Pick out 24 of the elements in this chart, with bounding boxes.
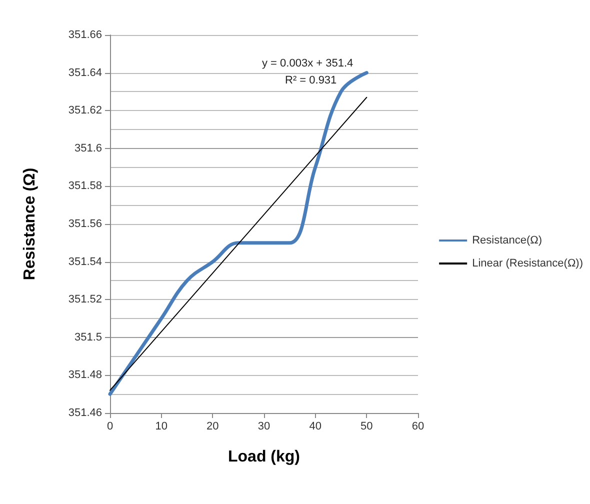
x-tick-label: 30 (258, 420, 270, 432)
y-tick-label: 351.6 (74, 142, 102, 154)
x-tick-label: 20 (206, 420, 219, 432)
y-tick-label: 351.52 (68, 294, 102, 306)
x-tick-label: 60 (412, 420, 424, 432)
y-tick-label: 351.62 (68, 104, 102, 117)
annotation: y = 0.003x + 351.4 (262, 58, 354, 70)
annotation: R² = 0.931 (285, 74, 337, 86)
x-axis-title: Load (kg) (228, 448, 300, 466)
x-tick-label: 10 (155, 420, 168, 432)
y-tick-label: 351.5 (74, 331, 102, 344)
y-axis-title: Resistance (Ω) (22, 168, 38, 280)
x-tick-label: 40 (309, 420, 322, 432)
y-tick-label: 351.64 (68, 66, 102, 79)
x-tick-label: 50 (360, 420, 373, 432)
y-tick-label: 351.66 (68, 29, 102, 41)
y-tick-label: 351.58 (68, 180, 102, 192)
y-tick-label: 351.46 (68, 407, 102, 419)
legend-label: Linear (Resistance(Ω)) (472, 258, 584, 270)
y-tick-label: 351.54 (68, 256, 102, 268)
y-tick-label: 351.48 (68, 369, 102, 382)
x-tick-label: 0 (106, 420, 114, 432)
legend-label: Resistance(Ω) (472, 234, 542, 246)
y-tick-label: 351.56 (68, 218, 102, 230)
